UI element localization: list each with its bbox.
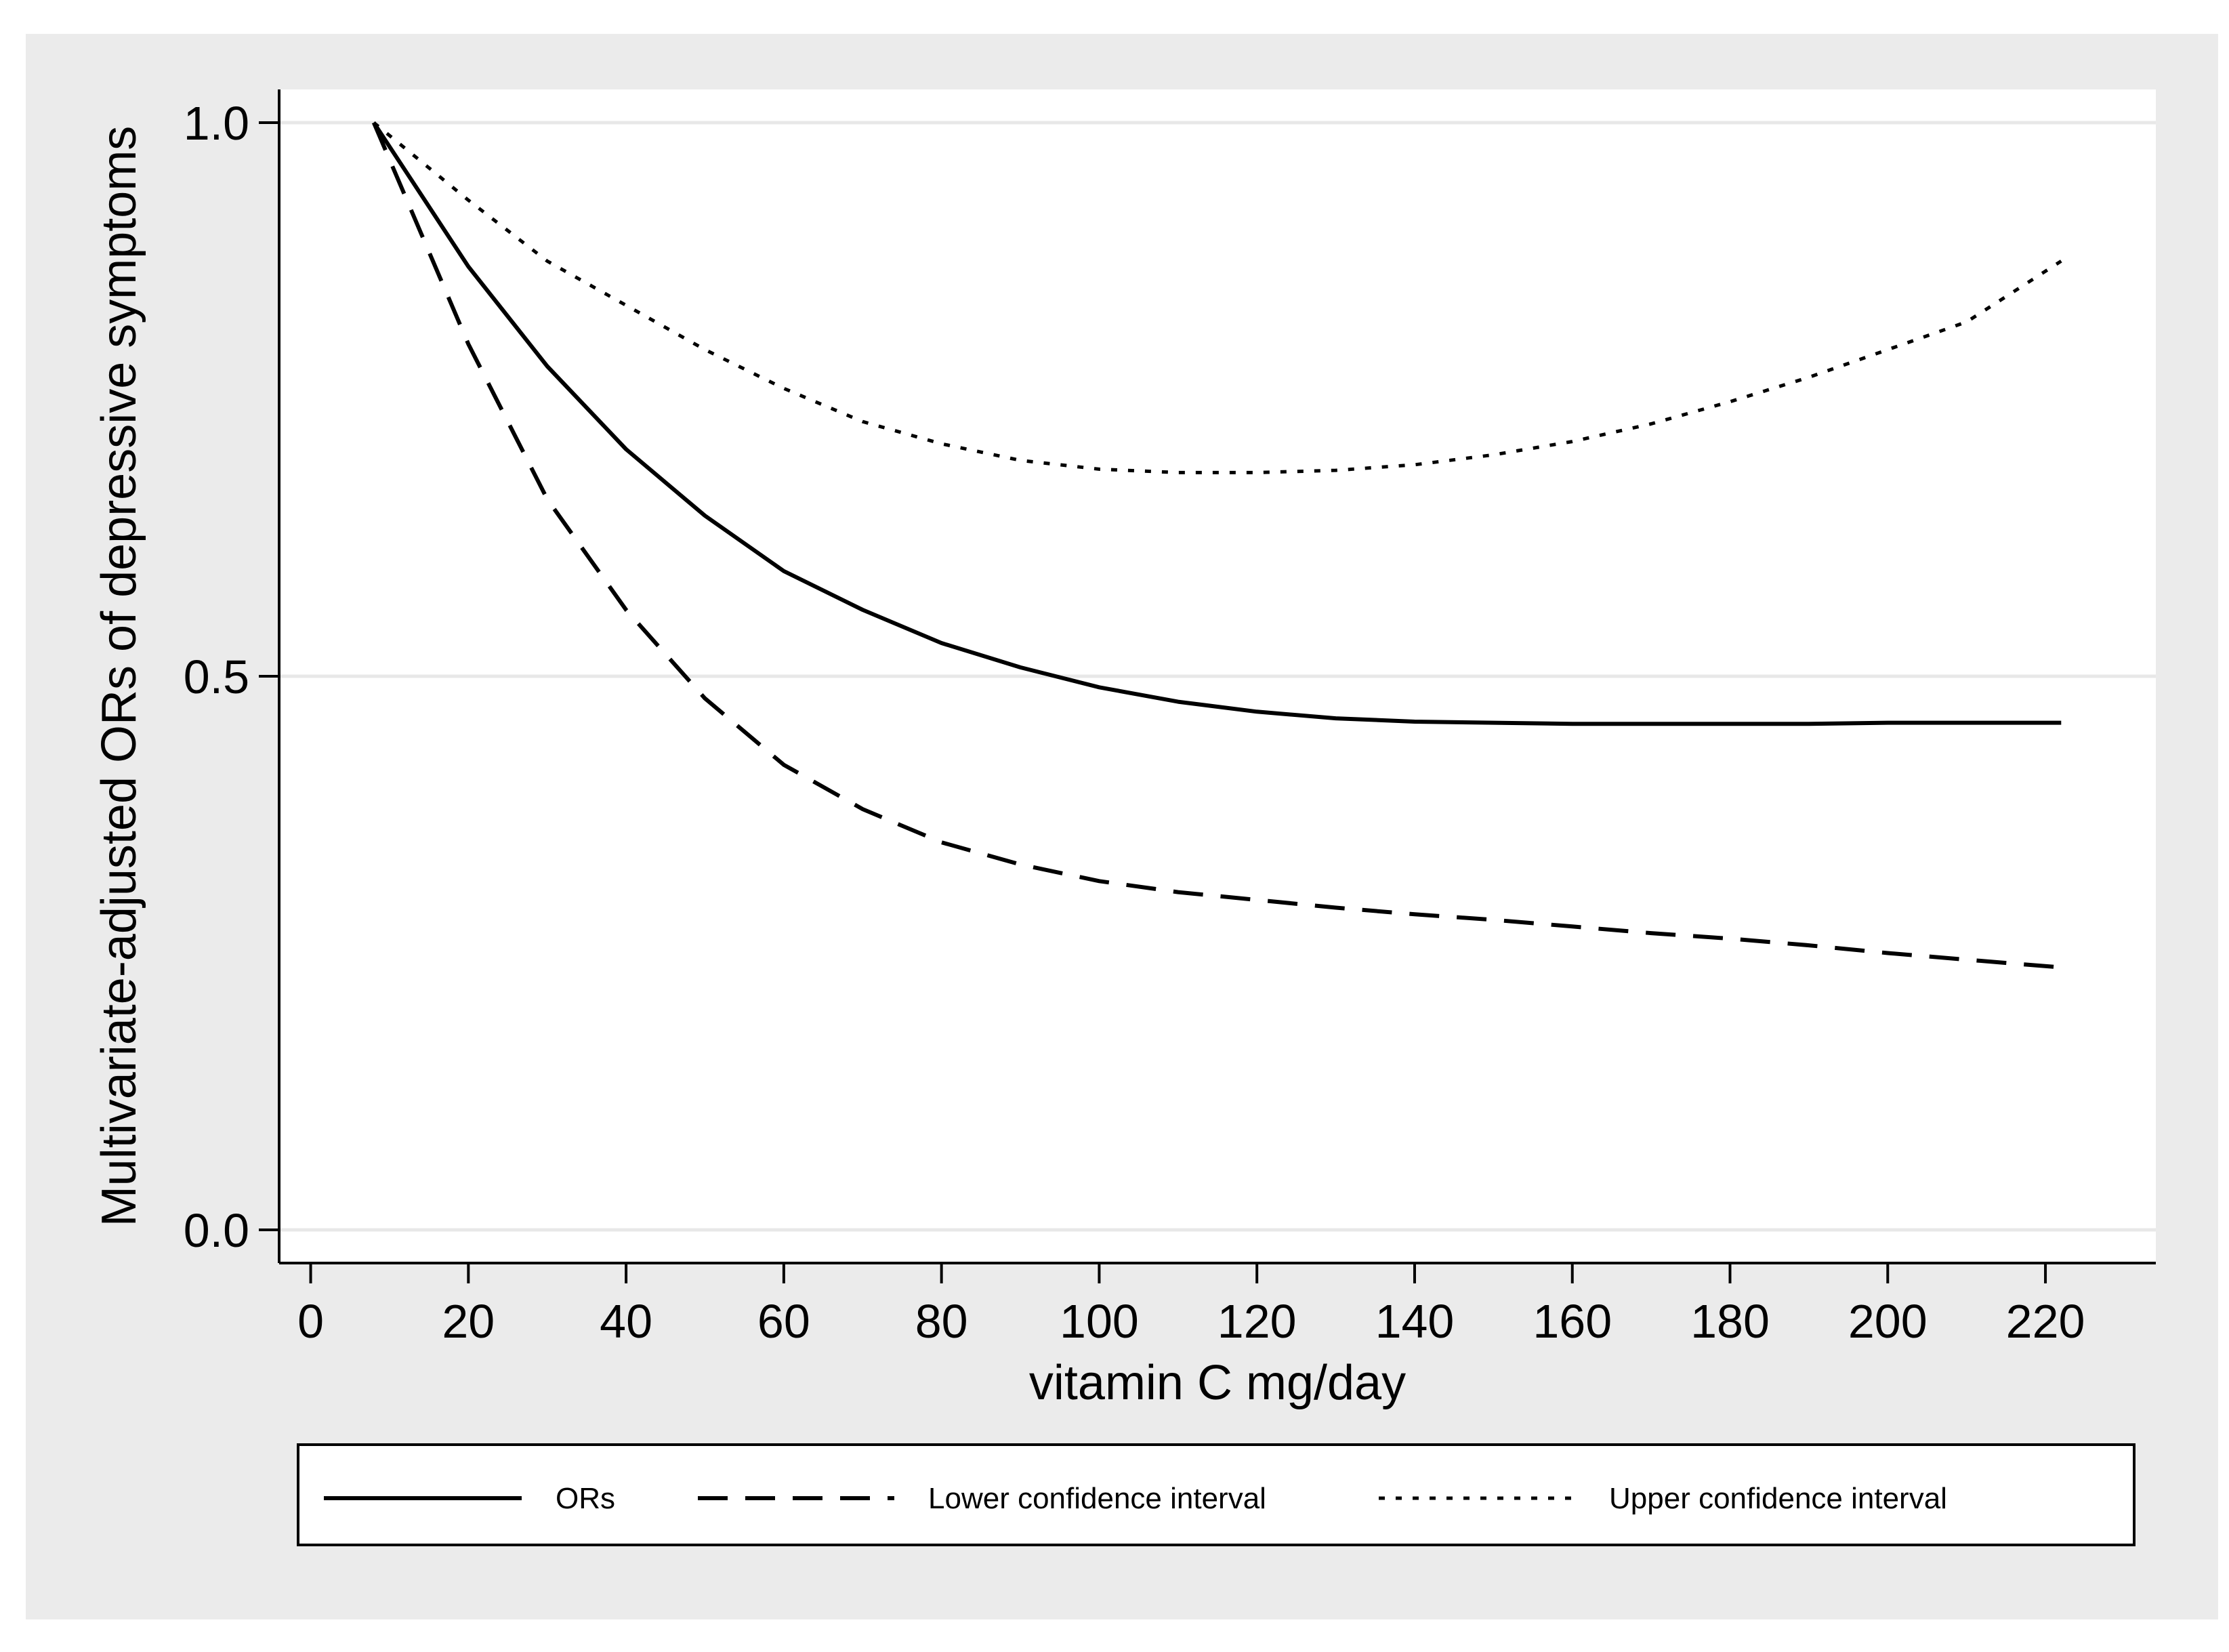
legend-label: Upper confidence interval (1609, 1482, 1947, 1515)
x-tick-label: 160 (1533, 1295, 1612, 1348)
gridlines (279, 121, 2156, 1232)
x-tick-label: 60 (757, 1295, 810, 1348)
x-tick-label: 0 (297, 1295, 324, 1348)
series-line-solid (372, 121, 2062, 726)
x-tick-label: 180 (1690, 1295, 1770, 1348)
legend-label: ORs (556, 1482, 615, 1515)
x-tick-label: 200 (1848, 1295, 1928, 1348)
x-tick-label: 80 (915, 1295, 968, 1348)
series-line-dotted (373, 121, 2062, 474)
axis-ticks: 0.0 0.5 1.0 0 20 40 60 80 100 120 140 160 180 200 220 (184, 97, 2085, 1348)
legend: ORs Lower confidence interval Upper confid… (297, 1443, 2136, 1546)
x-tick-label: 40 (600, 1295, 652, 1348)
legend-items: ORs Lower confidence interval Upper confid… (324, 1482, 1947, 1515)
y-tick-label: 0.0 (184, 1204, 249, 1257)
legend-label: Lower confidence interval (928, 1482, 1266, 1515)
x-tick-label: 220 (2006, 1295, 2085, 1348)
y-tick-label: 1.0 (184, 97, 249, 150)
x-axis-title: vitamin C mg/day (1029, 1356, 1406, 1410)
x-tick-label: 100 (1060, 1295, 1139, 1348)
y-tick-label: 0.5 (184, 651, 249, 703)
y-axis-title: Multivariate-adjusted ORs of depressive … (92, 126, 146, 1227)
x-tick-label: 120 (1217, 1295, 1297, 1348)
series-lines (371, 121, 2062, 970)
x-tick-label: 20 (442, 1295, 495, 1348)
x-tick-label: 140 (1375, 1295, 1455, 1348)
series-line-dashed (371, 121, 2062, 970)
legend-box (297, 1443, 2136, 1546)
